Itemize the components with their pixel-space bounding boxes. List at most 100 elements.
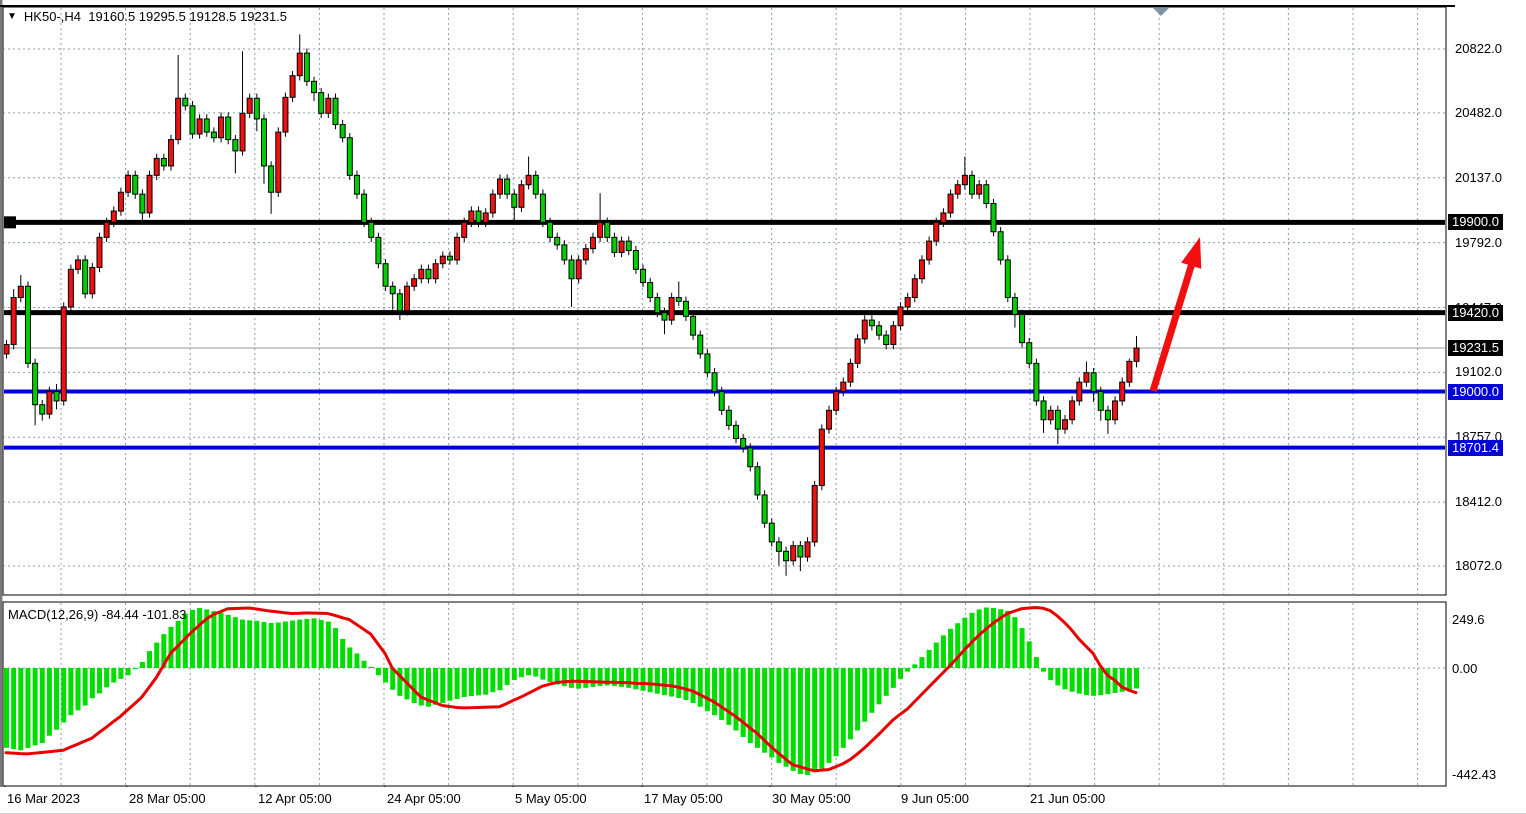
- macd-histogram-bar: [232, 617, 238, 668]
- macd-histogram-bar: [833, 668, 839, 757]
- macd-histogram-bar: [1126, 668, 1132, 691]
- candle-body: [110, 210, 117, 223]
- candle-body: [547, 221, 554, 238]
- candle-body: [246, 97, 253, 114]
- macd-histogram-bar: [282, 621, 288, 668]
- macd-indicator-label: MACD(12,26,9) -84.44 -101.83: [8, 607, 187, 622]
- candle-body: [797, 545, 804, 558]
- macd-histogram-bar: [1069, 668, 1075, 692]
- candle-body: [1083, 372, 1090, 383]
- macd-histogram-bar: [275, 622, 281, 668]
- candle-body: [1061, 419, 1068, 430]
- candle-body: [239, 112, 246, 152]
- candle-body: [146, 174, 153, 214]
- candle-body: [182, 97, 189, 107]
- candle-body: [675, 297, 682, 302]
- candle-body: [876, 325, 883, 336]
- macd-histogram-bar: [940, 635, 946, 668]
- macd-histogram-bar: [197, 607, 203, 668]
- candle-body: [32, 362, 39, 406]
- candle-body: [768, 522, 775, 543]
- macd-histogram-bar: [926, 649, 932, 668]
- macd-histogram-bar: [1083, 668, 1089, 696]
- macd-pane[interactable]: [3, 603, 1446, 785]
- main-pane[interactable]: [3, 8, 1446, 595]
- candle-body: [139, 193, 146, 214]
- macd-histogram-bar: [976, 609, 982, 668]
- macd-histogram-bar: [597, 668, 603, 686]
- macd-histogram-bar: [261, 622, 267, 668]
- macd-histogram-bar: [533, 668, 539, 677]
- symbol-dropdown-icon[interactable]: ▼: [7, 10, 17, 22]
- macd-histogram-bar: [747, 668, 753, 744]
- macd-histogram-bar: [290, 620, 296, 668]
- macd-histogram-bar: [4, 668, 9, 748]
- macd-histogram-bar: [454, 668, 460, 699]
- macd-histogram-bar: [433, 668, 439, 705]
- macd-histogram-bar: [862, 668, 868, 722]
- chart-title: ▼ HK50-,H4 19160.5 19295.5 19128.5 19231.…: [7, 9, 287, 24]
- candle-body: [75, 259, 82, 270]
- candle-body: [1011, 297, 1018, 315]
- candle-body: [582, 248, 589, 261]
- candle-body: [368, 221, 375, 238]
- macd-histogram-bar: [898, 668, 903, 679]
- candle-body: [46, 391, 53, 415]
- macd-histogram-bar: [1048, 668, 1054, 681]
- macd-histogram-bar: [511, 668, 517, 681]
- candle-body: [275, 131, 282, 193]
- candle-body: [125, 174, 132, 193]
- level-line-handle[interactable]: [4, 216, 16, 229]
- macd-histogram-bar: [1091, 668, 1097, 696]
- macd-histogram-bar: [697, 668, 703, 707]
- candle-body: [754, 466, 761, 496]
- scroll-end-marker-icon[interactable]: [1153, 8, 1169, 16]
- macd-histogram-bar: [189, 609, 195, 668]
- macd-histogram-bar: [96, 668, 102, 694]
- macd-histogram-bar: [325, 621, 331, 668]
- macd-histogram-bar: [855, 668, 861, 731]
- trend-arrow-shaft[interactable]: [1149, 260, 1196, 393]
- candle-body: [747, 447, 754, 468]
- price-scale[interactable]: 20822.020482.020137.019792.019447.019102…: [1448, 0, 1526, 788]
- candle-body: [725, 409, 732, 426]
- candle-body: [804, 541, 811, 558]
- macd-histogram-bar: [247, 620, 253, 668]
- candle-body: [690, 315, 697, 336]
- candle-body: [897, 306, 904, 327]
- macd-histogram-bar: [912, 664, 918, 668]
- macd-histogram-bar: [1098, 668, 1104, 696]
- price-level-badge: 19000.0: [1448, 383, 1503, 400]
- candle-body: [654, 297, 661, 314]
- macd-histogram-bar: [883, 668, 889, 696]
- macd-histogram-bar: [933, 642, 939, 668]
- candle-body: [976, 184, 983, 195]
- macd-histogram-bar: [447, 668, 453, 701]
- candle-body: [89, 266, 96, 295]
- candle-body: [375, 236, 382, 265]
- time-label: 16 Mar 2023: [7, 791, 80, 806]
- candle-body: [661, 312, 668, 321]
- price-tick-label: 18412.0: [1455, 494, 1502, 510]
- candle-body: [532, 174, 539, 195]
- macd-histogram-bar: [948, 628, 954, 668]
- candle-body: [189, 105, 196, 135]
- macd-histogram-bar: [661, 668, 667, 696]
- macd-histogram-bar: [776, 668, 782, 763]
- trend-arrow-head[interactable]: [1181, 237, 1202, 269]
- macd-histogram-bar: [139, 661, 145, 668]
- candle-body: [539, 193, 546, 223]
- macd-histogram-bar: [68, 668, 74, 716]
- macd-histogram-bar: [518, 668, 524, 678]
- macd-histogram-bar: [461, 668, 467, 698]
- candle-body: [997, 231, 1004, 261]
- macd-histogram-bar: [240, 619, 246, 668]
- macd-histogram-bar: [812, 668, 818, 773]
- macd-histogram-bar: [82, 668, 88, 706]
- macd-histogram-bar: [790, 668, 796, 771]
- macd-signal-line: [4, 606, 1138, 773]
- macd-histogram-bar: [640, 668, 646, 691]
- candle-body: [175, 97, 182, 141]
- time-axis[interactable]: 16 Mar 2023 28 Mar 05:00 12 Apr 05:00 24 Ap…: [0, 787, 1526, 814]
